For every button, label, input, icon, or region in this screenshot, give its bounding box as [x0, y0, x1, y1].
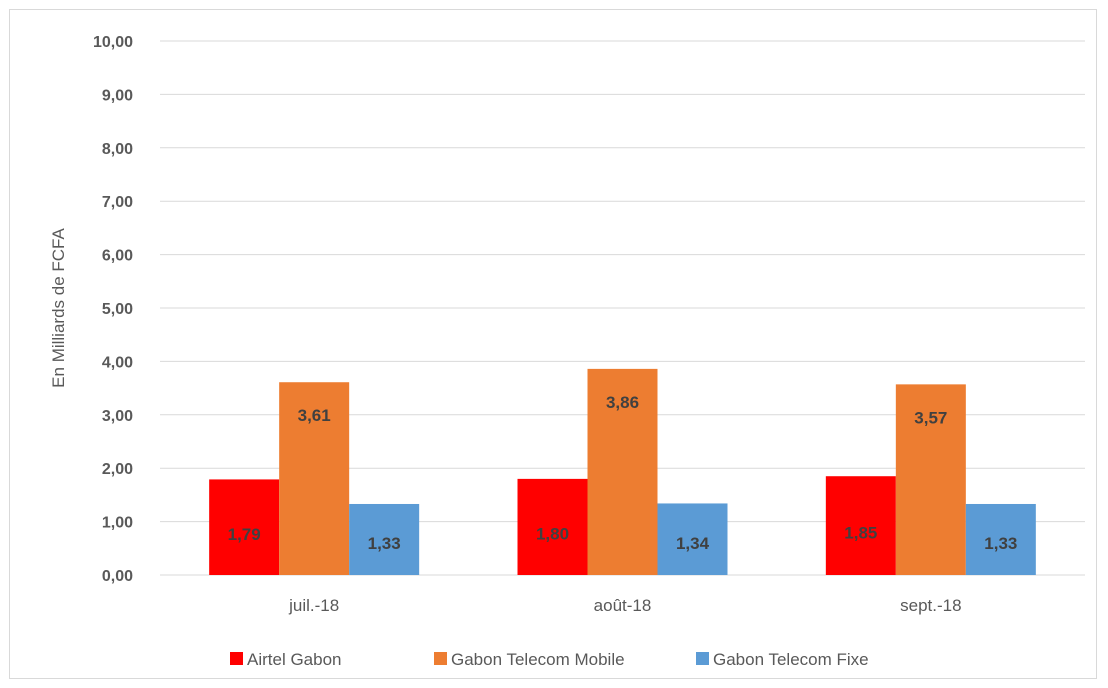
- y-axis-title: En Milliards de FCFA: [49, 228, 68, 388]
- y-tick-label: 8,00: [102, 141, 133, 158]
- y-axis-ticks: 0,00 1,00 2,00 3,00 4,00 5,00 6,00 7,00 8,00 9,00…: [93, 34, 133, 585]
- y-tick-label: 5,00: [102, 301, 133, 318]
- x-category-label: août-18: [594, 596, 652, 615]
- bar-gabon-telecom-fixe: [657, 503, 728, 575]
- data-label: 1,33: [368, 534, 401, 553]
- y-tick-label: 10,00: [93, 34, 133, 51]
- data-label: 3,57: [914, 408, 947, 427]
- bar-gabon-telecom-fixe: [349, 503, 420, 575]
- y-tick-label: 4,00: [102, 354, 133, 371]
- legend-item: Gabon Telecom Mobile: [434, 650, 625, 669]
- legend-label: Gabon Telecom Fixe: [713, 650, 869, 669]
- x-axis-categories: juil.-18 août-18 sept.-18: [288, 596, 961, 615]
- legend-swatch: [434, 652, 447, 665]
- data-labels: 1,79 3,61 1,33 1,80 3,86 1,34 1,85 3,57 1,33: [228, 393, 1018, 553]
- y-tick-label: 9,00: [102, 87, 133, 104]
- y-tick-label: 7,00: [102, 194, 133, 211]
- legend-label: Gabon Telecom Mobile: [451, 650, 625, 669]
- legend: Airtel Gabon Gabon Telecom Mobile Gabon Te…: [230, 650, 869, 669]
- y-tick-label: 0,00: [102, 568, 133, 585]
- bars: [209, 368, 1036, 575]
- y-tick-label: 3,00: [102, 408, 133, 425]
- y-tick-label: 1,00: [102, 515, 133, 532]
- data-label: 1,33: [984, 534, 1017, 553]
- data-label: 1,85: [844, 524, 877, 543]
- legend-swatch: [230, 652, 243, 665]
- legend-swatch: [696, 652, 709, 665]
- data-label: 1,80: [536, 525, 569, 544]
- bar-gabon-telecom-mobile: [587, 368, 658, 575]
- bar-airtel-gabon: [825, 476, 896, 575]
- x-category-label: juil.-18: [288, 596, 339, 615]
- data-label: 1,34: [676, 534, 710, 553]
- data-label: 3,86: [606, 393, 639, 412]
- data-label: 3,61: [298, 406, 331, 425]
- legend-label: Airtel Gabon: [247, 650, 342, 669]
- legend-item: Gabon Telecom Fixe: [696, 650, 869, 669]
- bar-airtel-gabon: [209, 479, 280, 575]
- bar-airtel-gabon: [517, 478, 588, 575]
- bar-gabon-telecom-mobile: [279, 382, 350, 575]
- bar-gabon-telecom-mobile: [895, 384, 966, 575]
- bar-gabon-telecom-fixe: [965, 503, 1036, 575]
- y-tick-label: 2,00: [102, 461, 133, 478]
- x-category-label: sept.-18: [900, 596, 961, 615]
- legend-item: Airtel Gabon: [230, 650, 342, 669]
- y-tick-label: 6,00: [102, 248, 133, 265]
- data-label: 1,79: [228, 525, 261, 544]
